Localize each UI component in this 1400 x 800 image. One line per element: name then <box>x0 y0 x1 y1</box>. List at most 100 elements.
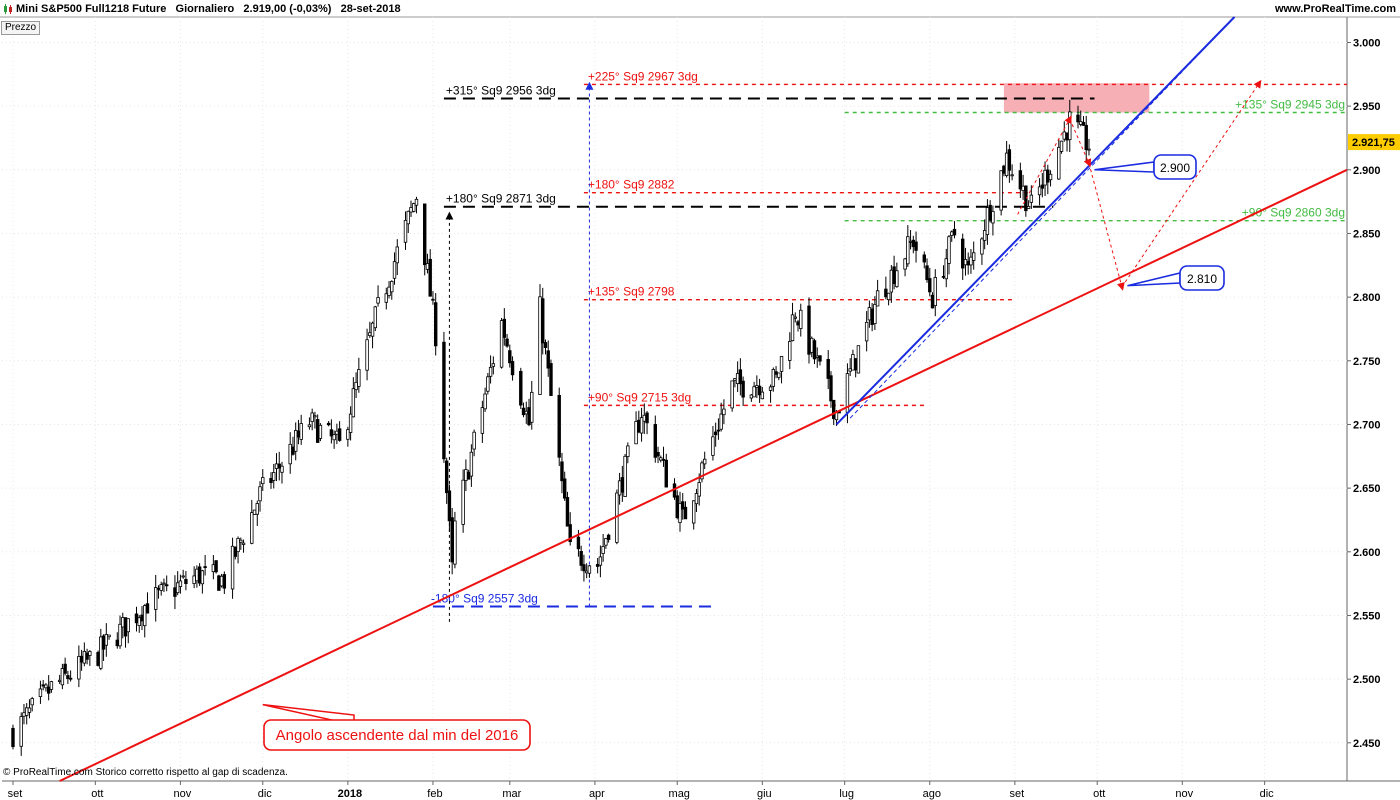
candle-body <box>444 460 449 494</box>
candle-body <box>41 684 45 687</box>
candle-body <box>370 322 375 337</box>
candle-body <box>546 350 550 369</box>
candle-body <box>947 236 951 264</box>
candle-body <box>870 308 874 325</box>
x-tick-label: lug <box>839 788 854 800</box>
candle-body <box>864 321 869 342</box>
sq9-level-label: +135° Sq9 2798 <box>588 285 675 299</box>
candle-body <box>971 252 976 261</box>
candle-body <box>38 688 43 697</box>
candlestick-series <box>11 99 1091 756</box>
candle-body <box>299 423 303 440</box>
candle-body <box>889 269 894 293</box>
candle-body <box>634 421 638 445</box>
candle-body <box>368 332 372 336</box>
candle-body <box>752 386 756 398</box>
x-tick-label: dic <box>258 788 273 800</box>
candle-body <box>1081 121 1086 126</box>
candle-body <box>757 385 762 396</box>
candle-body <box>219 575 224 587</box>
candle-body <box>582 564 586 572</box>
candle-body <box>587 565 592 574</box>
candle-body <box>796 321 800 326</box>
x-tick-label: apr <box>589 788 605 800</box>
y-tick-label: 2.700 <box>1353 419 1381 431</box>
y-tick-label: 2.550 <box>1353 610 1381 622</box>
y-tick-label: 2.600 <box>1353 547 1381 559</box>
candle-body <box>66 675 70 679</box>
projections <box>1017 79 1262 291</box>
candle-body <box>832 399 836 419</box>
candle-body <box>524 410 528 415</box>
sq9-level-label: +315° Sq9 2956 3dg <box>446 83 556 97</box>
candle-body <box>642 414 647 422</box>
candle-body <box>261 477 265 485</box>
candle-body <box>123 617 128 637</box>
candle-body <box>68 677 73 680</box>
candle-body <box>626 445 630 457</box>
candle-body <box>908 240 913 243</box>
y-axis: 2.450 2.500 2.550 2.600 2.650 2.700 2.750 2.800… <box>1347 37 1381 750</box>
candle-body <box>760 391 765 400</box>
candle-body <box>483 393 487 410</box>
price-panel-label[interactable]: Prezzo <box>1 21 41 35</box>
candle-body <box>1046 169 1050 183</box>
candle-body <box>930 294 935 309</box>
instrument-title: Mini S&P500 Full1218 Future <box>16 3 167 15</box>
candle-body <box>354 381 358 391</box>
candle-body <box>1043 169 1047 186</box>
y-tick-label: 2.800 <box>1353 292 1381 304</box>
candle-body <box>530 391 534 423</box>
candle-body <box>988 204 992 221</box>
candle-body <box>543 342 548 348</box>
candle-body <box>851 354 855 371</box>
last-price-label: 2.921,75 <box>1352 137 1395 149</box>
candle-body <box>387 286 391 296</box>
candle-body <box>538 296 542 395</box>
candle-body <box>184 578 188 584</box>
candle-body <box>722 408 726 416</box>
candle-body <box>337 428 342 441</box>
candle-body <box>46 686 51 694</box>
candle-body <box>173 587 177 597</box>
candle-body <box>85 652 89 660</box>
candle-body <box>192 575 196 584</box>
candle-body <box>1002 165 1006 174</box>
candle-body <box>365 339 369 371</box>
candle-body <box>294 430 298 452</box>
candle-body <box>713 431 718 436</box>
candle-body <box>159 584 163 591</box>
candle-body <box>768 386 773 391</box>
x-tick-label: ott <box>91 788 103 800</box>
candle-body <box>700 462 704 480</box>
candle-body <box>291 446 295 455</box>
candle-body <box>914 241 918 251</box>
candle-body <box>659 457 663 461</box>
website-link[interactable]: www.ProRealTime.com <box>1274 3 1396 15</box>
candle-body <box>856 345 861 374</box>
candle-body <box>140 614 144 622</box>
projection-segment <box>1017 115 1072 215</box>
candle-body <box>277 463 281 469</box>
candle-body <box>203 566 207 568</box>
candle-body <box>738 369 743 385</box>
candle-body <box>453 520 457 565</box>
candle-body <box>318 424 323 439</box>
candle-body <box>980 238 984 255</box>
candle-body <box>252 509 257 515</box>
candle-body <box>357 369 361 387</box>
candle-body <box>755 385 759 388</box>
candle-body <box>1018 170 1023 190</box>
candle-body <box>521 407 526 416</box>
candle-body <box>661 459 666 461</box>
sq9-level-label: +135° Sq9 2945 3dg <box>1235 98 1345 112</box>
candle-body <box>326 422 331 426</box>
candle-body <box>1062 131 1066 140</box>
last-price-badge-bg <box>1348 134 1400 151</box>
candle-body <box>310 412 314 422</box>
sq9-level-label: +90° Sq9 2715 3dg <box>588 390 691 404</box>
candle-body <box>1007 149 1012 171</box>
x-tick-label: feb <box>427 788 442 800</box>
